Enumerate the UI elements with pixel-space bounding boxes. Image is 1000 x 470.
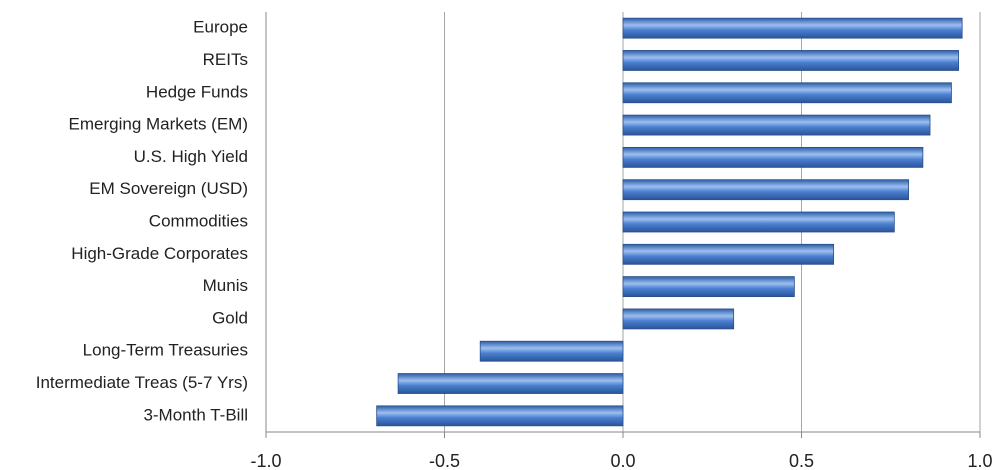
bar bbox=[479, 340, 624, 362]
y-tick-label: Intermediate Treas (5-7 Yrs) bbox=[36, 373, 248, 392]
x-tick-label: 1.0 bbox=[967, 451, 992, 470]
y-tick-label: Gold bbox=[212, 308, 248, 327]
y-tick-label: Hedge Funds bbox=[146, 82, 248, 101]
bar bbox=[622, 17, 963, 39]
bar bbox=[622, 114, 931, 136]
y-tick-label: Europe bbox=[193, 18, 248, 37]
bar bbox=[622, 82, 952, 104]
bar bbox=[622, 179, 910, 201]
bar bbox=[622, 308, 735, 330]
y-tick-label: 3-Month T-Bill bbox=[143, 405, 248, 424]
bar bbox=[622, 276, 795, 298]
bar bbox=[622, 243, 835, 265]
y-tick-label: REITs bbox=[203, 50, 248, 69]
y-tick-label: EM Sovereign (USD) bbox=[89, 179, 248, 198]
y-tick-label: U.S. High Yield bbox=[134, 147, 248, 166]
y-tick-label: Long-Term Treasuries bbox=[83, 341, 248, 360]
bar bbox=[397, 373, 624, 394]
bar bbox=[376, 405, 624, 427]
y-tick-label: Commodities bbox=[149, 211, 248, 230]
y-tick-label: Emerging Markets (EM) bbox=[69, 115, 248, 134]
bar bbox=[622, 50, 959, 71]
bar bbox=[622, 146, 924, 168]
y-tick-label: High-Grade Corporates bbox=[71, 244, 248, 263]
bar bbox=[622, 211, 895, 233]
x-tick-label: 0.0 bbox=[610, 451, 635, 470]
y-tick-label: Munis bbox=[203, 276, 248, 295]
x-tick-label: -1.0 bbox=[250, 451, 281, 470]
x-tick-label: -0.5 bbox=[429, 451, 460, 470]
x-tick-label: 0.5 bbox=[789, 451, 814, 470]
